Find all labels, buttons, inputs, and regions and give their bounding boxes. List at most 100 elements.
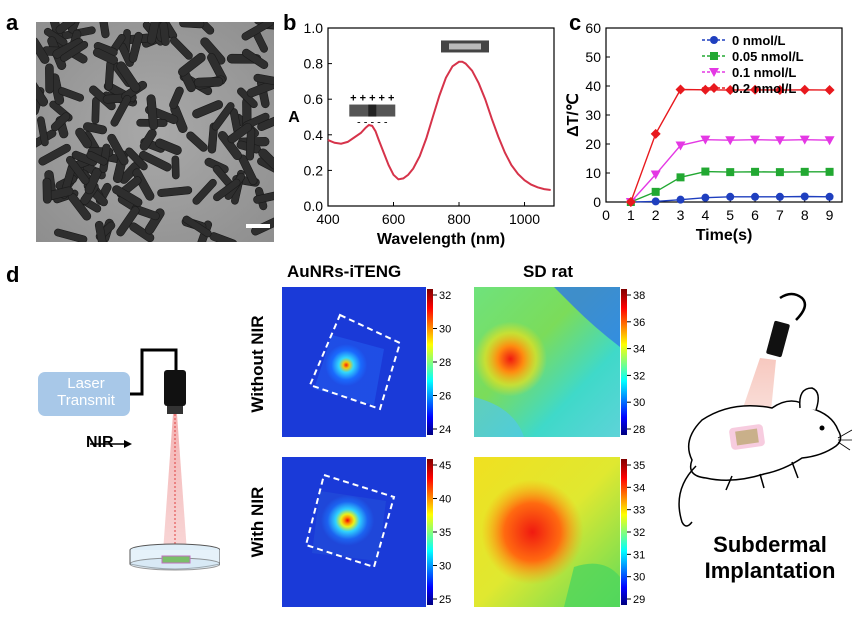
thermal-device-without-nir — [282, 287, 426, 437]
data-point — [799, 84, 810, 95]
data-point — [650, 128, 661, 139]
laser-head-icon-2 — [766, 320, 790, 358]
nanorod — [192, 100, 224, 119]
data-point — [701, 167, 710, 176]
colorbar-tick-label: 33 — [633, 505, 645, 517]
x-tick-label: 400 — [316, 211, 340, 227]
colorbar-tick-label: 30 — [439, 324, 451, 336]
nanorod — [116, 206, 140, 237]
x-tick-label: 7 — [776, 207, 784, 223]
nanorod — [159, 22, 170, 46]
colorbar-tick-label: 45 — [439, 460, 451, 472]
colorbar-tick-label: 29 — [633, 594, 645, 606]
nanorod — [58, 87, 85, 102]
col-head-auNRs: AuNRs-iTENG — [287, 262, 402, 281]
nanorod — [192, 178, 217, 205]
colorbar-4: 35 34 33 32 31 30 29 — [621, 459, 645, 606]
nanorod — [37, 116, 49, 147]
y-tick-label: 10 — [585, 165, 601, 181]
data-point — [726, 168, 735, 177]
legend-label: 0.05 nmol/L — [732, 49, 804, 64]
data-point — [725, 85, 736, 96]
x-tick-label: 4 — [701, 207, 709, 223]
y-tick-label: 0.4 — [304, 127, 324, 143]
data-point — [725, 136, 736, 146]
nanorod — [146, 94, 159, 131]
colorbar-tick-label: 32 — [633, 370, 645, 382]
col-head-sd-rat: SD rat — [523, 262, 574, 281]
rod-inset-transverse: + + + + + - - - - - — [349, 93, 396, 129]
data-point — [675, 141, 686, 151]
nanorod — [178, 52, 206, 77]
implant-label-1: Subdermal — [713, 532, 827, 557]
data-point — [774, 136, 785, 146]
laser-transmit-box — [38, 372, 130, 416]
nanorod — [193, 77, 224, 88]
charges-bottom: - - - - - — [357, 117, 388, 129]
colorbar-tick-label: 38 — [633, 290, 645, 302]
x-tick-label: 8 — [801, 207, 809, 223]
panel-b-label: b — [283, 10, 297, 35]
charges-top: + + + + + — [350, 93, 394, 105]
data-point — [825, 192, 834, 201]
data-point — [700, 84, 711, 95]
data-point — [824, 85, 835, 96]
chart-b: 0.0 0.2 0.4 0.6 0.8 1.0 400 600 800 1000Wavelengt… — [288, 20, 555, 248]
colorbar-tick-label: 28 — [633, 424, 645, 436]
data-point — [710, 52, 718, 60]
nanorod — [139, 150, 172, 172]
row-head-with-nir: With NIR — [248, 486, 267, 558]
nanorod — [45, 63, 54, 94]
data-point — [651, 187, 660, 196]
plot-frame — [605, 27, 843, 203]
colorbar-tick-label: 35 — [439, 527, 451, 539]
laser-transmit-label: Laser Transmit — [57, 375, 115, 409]
data-point — [625, 197, 636, 207]
data-point — [800, 167, 809, 176]
data-point — [800, 192, 809, 201]
nanorod — [75, 127, 93, 149]
nanorod — [116, 61, 141, 93]
nanorod — [71, 150, 98, 167]
thermal-rat-without-nir — [474, 287, 620, 437]
nanorod — [179, 22, 205, 29]
data-point — [750, 84, 761, 95]
nanorod — [253, 191, 274, 204]
nanorod — [60, 40, 89, 62]
x-tick-label: 5 — [726, 207, 734, 223]
nanorod — [146, 22, 161, 45]
nanorod — [107, 133, 129, 166]
y-tick-label: 20 — [585, 136, 601, 152]
nanorod — [50, 112, 71, 132]
y-tick-label: 0.8 — [304, 56, 324, 72]
colorbar-tick-label: 32 — [439, 290, 451, 302]
nanorod — [55, 22, 76, 35]
data-point — [675, 84, 686, 95]
y-tick-label: 0.6 — [304, 91, 324, 107]
colorbar-1: 32 30 28 26 24 — [427, 289, 451, 436]
nanorod — [213, 178, 241, 202]
data-point — [726, 192, 735, 201]
colorbar-2: 38 36 34 32 30 28 — [621, 289, 645, 436]
y-tick-label: 0.0 — [304, 198, 324, 214]
nanorod — [257, 113, 274, 131]
nanorod — [36, 37, 50, 64]
nanorod — [155, 138, 182, 155]
x-tick-label: 6 — [751, 207, 759, 223]
nanorod — [92, 48, 118, 65]
colorbar-3: 45 40 35 30 25 — [427, 459, 451, 606]
tem-image — [36, 22, 274, 242]
y-tick-label: 30 — [585, 107, 601, 123]
series-line — [630, 88, 830, 203]
nanorod — [169, 86, 184, 110]
data-point — [799, 135, 810, 145]
data-point — [709, 68, 719, 77]
nanorod — [171, 155, 180, 180]
laser-head-icon — [164, 370, 186, 406]
data-point — [701, 193, 710, 202]
colorbar-tick-label: 40 — [439, 494, 451, 506]
data-point — [651, 197, 660, 206]
rod-inset-core — [368, 104, 377, 117]
data-point — [751, 192, 760, 201]
nanorod — [36, 76, 48, 107]
